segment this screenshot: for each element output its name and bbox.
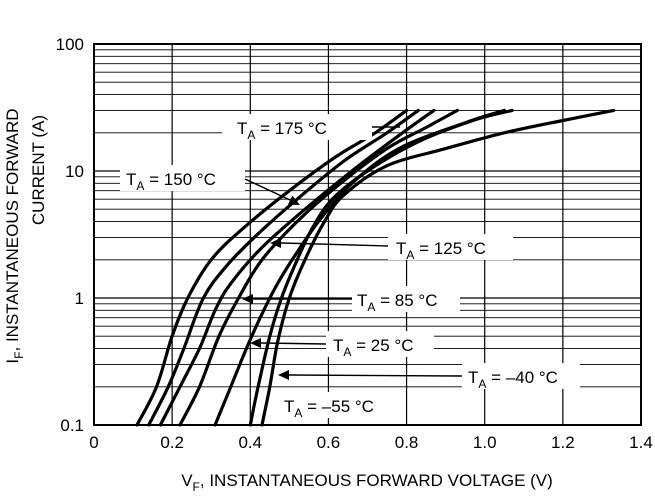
series-curve — [213, 108, 506, 427]
leader-line — [244, 178, 291, 201]
series-label: TA = 150 °C — [126, 170, 216, 193]
y-axis-title-line2: CURRENT (A) — [29, 115, 48, 225]
y-tick-label: 0.1 — [60, 416, 84, 435]
arrowhead — [242, 294, 253, 304]
series-label: TA = 125 °C — [396, 239, 486, 262]
leader-line — [289, 374, 463, 377]
y-tick-label: 1 — [75, 289, 84, 308]
x-tick-label: 0.8 — [395, 433, 419, 452]
series-curves — [135, 108, 616, 427]
arrowhead — [250, 338, 261, 348]
x-tick-label: 0 — [89, 433, 98, 452]
series-label: TA = 175 °C — [237, 119, 327, 142]
y-tick-label: 100 — [56, 35, 84, 54]
arrowhead — [278, 370, 289, 380]
arrowhead — [270, 238, 281, 248]
series-curve — [260, 108, 616, 427]
x-tick-label: 1.4 — [629, 433, 653, 452]
arrowhead — [287, 195, 300, 205]
y-tick-label: 10 — [65, 162, 84, 181]
series-label-bg — [352, 286, 460, 312]
y-axis-title-line1: IF, INSTANTANEOUS FORWARD — [3, 108, 26, 363]
series-curve — [147, 108, 420, 427]
series-label-bg — [278, 392, 396, 418]
leader-line — [281, 242, 389, 247]
series-curve — [135, 108, 409, 427]
x-tick-labels: 0 0.2 0.4 0.6 0.8 1.0 1.2 1.4 — [89, 433, 653, 452]
x-tick-label: 1.2 — [551, 433, 575, 452]
x-axis-title: VF, INSTANTANEOUS FORWARD VOLTAGE (V) — [181, 471, 553, 494]
x-tick-label: 0.4 — [238, 433, 262, 452]
x-tick-label: 1.0 — [473, 433, 497, 452]
series-curve — [248, 108, 514, 427]
plot-frame — [93, 43, 642, 426]
series-label: TA = 85 °C — [357, 291, 438, 314]
series-label-bg — [120, 165, 245, 191]
series-annotations: TA = 175 °C TA = 150 °C TA = 125 °C TA = 85… — [120, 114, 580, 420]
series-curve — [158, 108, 436, 427]
series-label-bg — [388, 234, 513, 260]
leader-line — [261, 342, 327, 345]
y-tick-labels: 0.1 1 10 100 — [56, 35, 84, 435]
series-label: TA = –40 °C — [468, 368, 558, 391]
series-label: TA = 25 °C — [333, 336, 414, 359]
series-label-bg — [326, 331, 434, 357]
x-tick-label: 0.2 — [160, 433, 184, 452]
series-label-bg — [462, 363, 580, 389]
series-label: TA = –55 °C — [284, 397, 374, 420]
x-tick-label: 0.6 — [317, 433, 341, 452]
series-label-bg — [222, 114, 372, 140]
